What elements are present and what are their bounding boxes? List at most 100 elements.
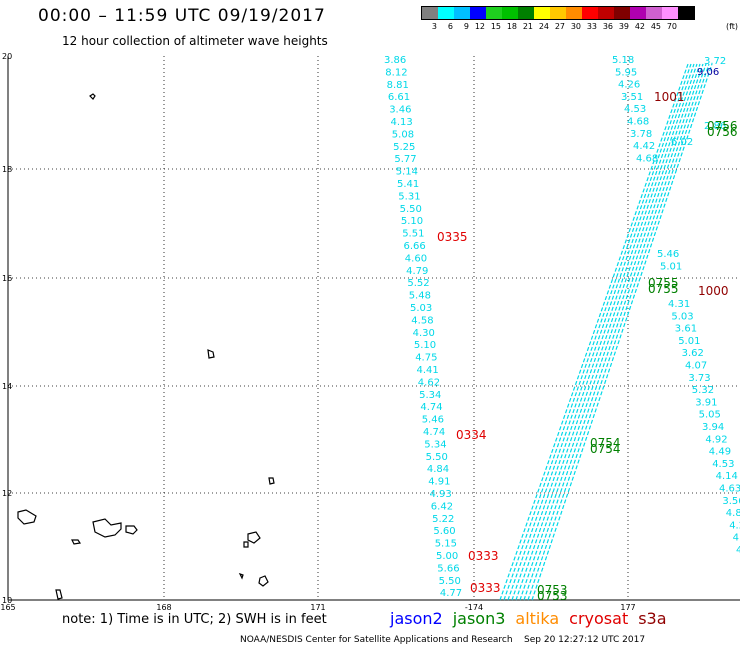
pass-time-label: 0333 [470,581,501,595]
wave-height-label: 4.26 [618,80,640,91]
wave-height-label: 5.03 [410,303,432,314]
pass-time-label: 0754 [590,436,621,450]
wave-height-label: 4.23 [729,520,740,531]
scale-label: 18 [506,22,517,31]
scale-swatch [486,7,502,19]
wave-height-label: 6.61 [388,92,410,103]
wave-height-label: 6.66 [404,241,426,252]
diagonal-track-line [523,63,707,601]
scale-label: 42 [634,22,645,31]
scale-swatch [454,7,470,19]
wave-height-label: 4.5 [736,545,740,556]
scale-label: 12 [474,22,485,31]
diagonal-track-line [531,63,713,601]
wave-height-label: 4.07 [685,361,707,372]
scale-swatch [518,7,534,19]
wave-height-label: 5.10 [401,216,423,227]
scale-swatch [646,7,662,19]
wave-height-label: 3.51 [621,92,643,103]
wave-height-label: 3.56 [722,496,740,507]
pass-time-label: 0335 [437,230,468,244]
x-tick-label: 171 [310,603,325,612]
wave-height-label: 3.61 [675,324,697,335]
wave-height-label: 4.68 [636,153,658,164]
wave-height-label: 5.60 [433,526,455,537]
scale-swatch [630,7,646,19]
scale-label: 45 [650,22,661,31]
wave-height-label: 4.74 [420,402,442,413]
wave-height-label: 3.46 [389,105,411,116]
scale-swatch [534,7,550,19]
scale-label: 39 [618,22,629,31]
wave-height-label: 4.41 [417,365,439,376]
wave-height-label: 5.50 [439,576,461,587]
y-tick-label: 14 [2,382,12,391]
wave-height-label: 5.22 [432,514,454,525]
wave-height-label: 4.53 [712,459,734,470]
scale-label: 30 [570,22,581,31]
credit-text: NOAA/NESDIS Center for Satellite Applica… [240,635,513,645]
island-outline [243,541,249,548]
wave-height-label: 4.91 [428,477,450,488]
wave-height-label: 4.62 [418,377,440,388]
wave-height-label: 4.30 [413,328,435,339]
diagonal-track-line [499,63,689,601]
scale-swatch [582,7,598,19]
legend-cryosat: cryosat [569,609,629,628]
diagonal-track-line [507,63,695,601]
wave-height-label: 4.13 [391,117,413,128]
wave-height-label: 4.84 [427,464,449,475]
wave-height-label: 5.50 [426,452,448,463]
color-scale-unit: (ft) [726,22,739,31]
wave-height-label: 5.46 [422,415,444,426]
wave-height-label: 3.86 [384,55,406,66]
wave-height-label: 5.66 [437,563,459,574]
diagonal-track-line [511,63,698,601]
wave-height-label: 8.12 [385,67,407,78]
island-outline [247,531,261,544]
wave-height-label: 9.06 [697,67,719,78]
island-outline [258,575,269,587]
x-tick-label: -174 [465,603,483,612]
wave-height-label: 4.53 [624,104,646,115]
scale-label: 27 [554,22,565,31]
x-tick-label: 177 [620,603,635,612]
wave-height-label: 5.01 [660,261,682,272]
wave-height-label: 5.01 [678,336,700,347]
map-subtitle: 12 hour collection of altimeter wave hei… [62,34,328,48]
wave-height-label: 3.72 [704,56,726,67]
legend-jason2: jason2 [390,609,443,628]
footer-note: note: 1) Time is in UTC; 2) SWH is in fe… [62,612,327,627]
x-tick-label: 168 [156,603,171,612]
y-tick-label: 20 [2,52,12,61]
pass-time-label: 0333 [468,549,499,563]
wave-height-label: 5.25 [393,142,415,153]
pass-time-label: 0334 [456,428,487,442]
island-outline [71,539,82,545]
wave-height-label: 4.31 [668,299,690,310]
diagonal-track-line [519,63,704,601]
island-outline [207,349,215,359]
scale-swatch [662,7,678,19]
wave-height-label: 4.68 [627,117,649,128]
wave-height-label: 4.49 [709,447,731,458]
pass-time-label: 1000 [698,284,729,298]
wave-height-label: 5.34 [419,390,441,401]
scale-label: 33 [586,22,597,31]
wave-height-label: 4.42 [633,141,655,152]
wave-height-label: 5.14 [396,167,418,178]
wave-height-label: 5.31 [398,191,420,202]
wave-height-label: 4.14 [716,471,738,482]
pass-time-label: 0756 [707,119,738,133]
wave-height-label: 3.91 [695,397,717,408]
scale-swatch [422,7,438,19]
wave-height-label: 5.00 [436,551,458,562]
wave-height-label: 5.08 [392,129,414,140]
credit-timestamp: Sep 20 12:27:12 UTC 2017 [524,635,646,645]
wave-height-label: 5.03 [671,311,693,322]
pass-time-label: 0753 [537,589,568,603]
scale-swatch [598,7,614,19]
wave-height-label: 5.50 [400,204,422,215]
diagonal-track-line [527,63,710,601]
